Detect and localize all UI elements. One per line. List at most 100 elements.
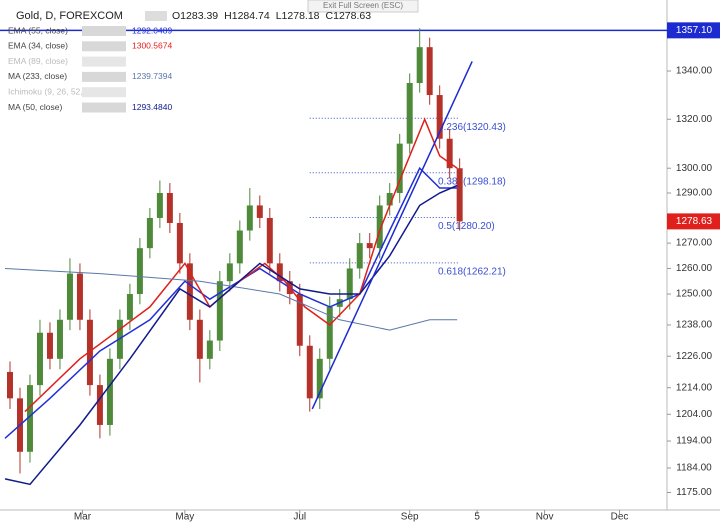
indicator-line	[4, 166, 458, 439]
price-line-label: 1357.10	[676, 25, 713, 36]
legend-name: MA (233, close)	[8, 71, 67, 81]
legend-value: 1300.5674	[132, 41, 172, 51]
y-tick-label: 1214.00	[676, 382, 713, 393]
candle-body	[236, 230, 243, 264]
tooltip-box	[307, 0, 419, 13]
legend-name: Ichimoku (9, 26, 52, 26)	[8, 86, 97, 96]
candle-body	[246, 205, 253, 231]
x-tick-label: May	[175, 512, 194, 523]
last-price-box	[667, 213, 720, 230]
legend-buttons[interactable]	[82, 102, 126, 113]
candle-body	[266, 217, 273, 264]
price-axis-bg	[667, 0, 720, 525]
y-tick-label: 1320.00	[676, 114, 713, 125]
candle-body	[376, 205, 383, 249]
ohlc-value: 1284.74	[232, 10, 270, 22]
ohlc-value: 1283.39	[180, 10, 218, 22]
fib-label: 0.382(1298.18)	[438, 176, 506, 187]
candle-body	[136, 248, 143, 295]
candle-body	[106, 358, 113, 425]
candle-body	[26, 385, 33, 452]
x-tick-label: 5	[474, 512, 480, 523]
y-tick-label: 1300.00	[676, 163, 713, 174]
y-tick-label: 1226.00	[676, 351, 713, 362]
candle-body	[46, 332, 53, 359]
candle-body	[76, 273, 83, 320]
last-price-label: 1278.63	[676, 216, 713, 227]
x-tick-label: Nov	[536, 512, 554, 523]
candle-body	[416, 47, 423, 84]
candle-body	[276, 263, 283, 282]
y-tick-label: 1290.00	[676, 188, 713, 199]
y-tick-label: 1340.00	[676, 66, 713, 77]
indicator-line	[24, 117, 458, 413]
symbol: Gold, D, FOREXCOM	[16, 10, 123, 22]
candle-body	[206, 340, 213, 359]
candle-body	[456, 168, 463, 222]
fib-label: 0.5(1280.20)	[438, 221, 495, 232]
candle-body	[36, 332, 43, 386]
y-tick-label: 1184.00	[676, 463, 712, 474]
legend-name: EMA (34, close)	[8, 41, 68, 51]
candle-body	[66, 273, 73, 320]
candle-body	[406, 83, 413, 144]
fib-label: 0.236(1320.43)	[438, 122, 506, 133]
candle-body	[396, 143, 403, 193]
legend-name: EMA (55, close)	[8, 25, 68, 35]
legend-name: MA (50, close)	[8, 102, 62, 112]
fib-label: 0.618(1262.21)	[438, 266, 506, 277]
legend-buttons[interactable]	[82, 41, 126, 52]
legend-buttons[interactable]	[82, 71, 126, 82]
indicator-line	[4, 184, 458, 486]
legend-buttons[interactable]	[82, 56, 126, 67]
x-tick-label: Dec	[611, 512, 629, 523]
header-icons[interactable]	[145, 11, 167, 21]
x-tick-label: Mar	[74, 512, 92, 523]
legend-value: 1239.7394	[132, 71, 172, 81]
ohlc-label: L	[276, 10, 282, 22]
legend-name: EMA (89, close)	[8, 56, 68, 66]
y-tick-label: 1204.00	[676, 409, 713, 420]
y-tick-label: 1270.00	[676, 238, 713, 249]
candle-body	[306, 345, 313, 399]
trendline	[311, 61, 473, 410]
candle-body	[326, 306, 333, 359]
legend-value: 1293.4840	[132, 102, 172, 112]
legend-value: 1292.0489	[132, 25, 172, 35]
ohlc-label: O	[172, 10, 180, 22]
candle-body	[446, 138, 453, 169]
y-tick-label: 1175.00	[676, 487, 712, 498]
candle-body	[156, 192, 163, 218]
legend-buttons[interactable]	[82, 26, 126, 36]
candle-body	[216, 281, 223, 341]
x-tick-label: Sep	[401, 512, 419, 523]
candle-body	[356, 243, 363, 269]
y-tick-label: 1250.00	[676, 289, 713, 300]
ohlc-value: 1278.63	[333, 10, 371, 22]
legend-buttons[interactable]	[82, 87, 126, 98]
candle-body	[146, 217, 153, 249]
x-tick-label: Jul	[293, 512, 306, 523]
candle-body	[296, 294, 303, 346]
y-tick-label: 1238.00	[676, 320, 713, 331]
candle-body	[226, 263, 233, 282]
candle-body	[426, 47, 433, 96]
candle-body	[166, 192, 173, 223]
candle-body	[346, 268, 353, 300]
indicator-line	[4, 268, 458, 331]
candle-body	[126, 294, 133, 320]
candle-body	[96, 385, 103, 425]
y-tick-label: 1194.00	[676, 436, 712, 447]
price-line-box	[667, 22, 720, 39]
candle-body	[436, 95, 443, 139]
candle-body	[6, 371, 13, 399]
candle-body	[196, 319, 203, 359]
candle-body	[366, 243, 373, 249]
candle-body	[176, 222, 183, 264]
chart-title: Gold, D, FOREXCOM	[16, 10, 123, 22]
ohlc: O1283.39 H1284.74 L1278.18 C1278.63	[172, 10, 371, 22]
candle-body	[256, 205, 263, 218]
y-tick-label: 1260.00	[676, 263, 713, 274]
candle-body	[56, 319, 63, 359]
